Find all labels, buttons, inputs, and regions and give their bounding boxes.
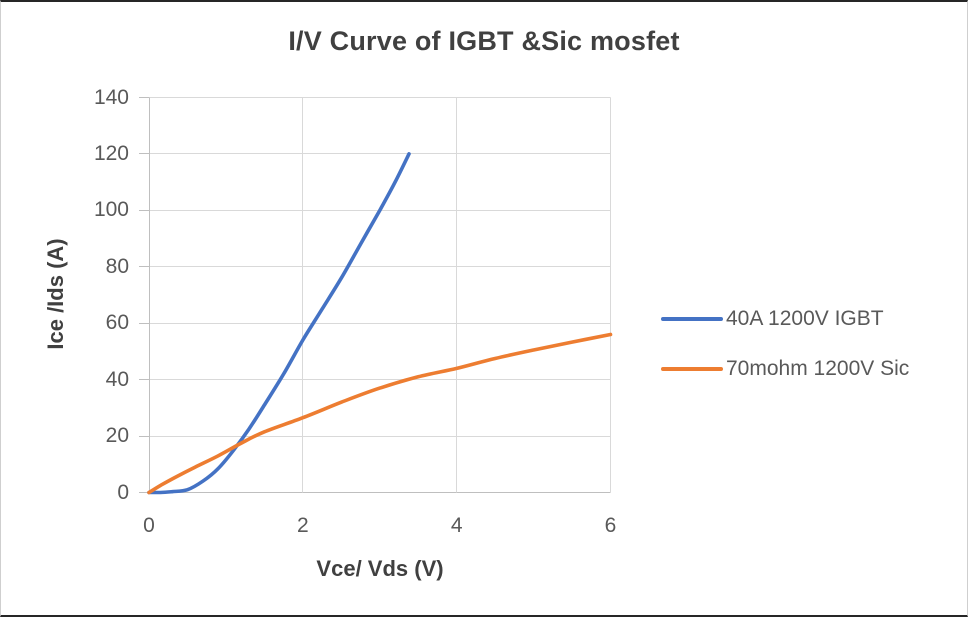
legend-line-swatch-sic xyxy=(661,367,723,371)
x-axis-title: Vce/ Vds (V) xyxy=(316,556,444,581)
x-axis-tick-label: 0 xyxy=(143,514,155,537)
y-axis-tick-label: 60 xyxy=(105,311,129,335)
y-axis-tick-label: 100 xyxy=(93,198,129,222)
legend-label-igbt: 40A 1200V IGBT xyxy=(726,307,884,330)
y-axis-tick-label: 80 xyxy=(105,254,129,278)
y-axis-tick-label: 20 xyxy=(105,424,129,448)
x-axis-tick-label: 6 xyxy=(604,514,617,537)
legend-entry-sic: 70mohm 1200V Sic xyxy=(661,356,909,382)
y-axis-tick-label: 0 xyxy=(117,480,129,504)
chart-title: I/V Curve of IGBT &Sic mosfet xyxy=(288,26,680,56)
x-axis-tick-label: 2 xyxy=(296,514,309,537)
series-line-igbt xyxy=(147,152,411,495)
series-line-sic xyxy=(147,332,613,495)
legend: 40A 1200V IGBT 70mohm 1200V Sic xyxy=(661,306,909,406)
x-axis-tick-label: 4 xyxy=(450,514,463,537)
legend-label-sic: 70mohm 1200V Sic xyxy=(726,357,910,380)
y-axis-tick-label: 40 xyxy=(105,367,129,391)
y-axis-tick-label: 140 xyxy=(93,85,129,109)
legend-line-swatch-igbt xyxy=(661,317,723,321)
legend-entry-igbt: 40A 1200V IGBT xyxy=(661,306,909,332)
y-axis-tick-label: 120 xyxy=(93,141,129,165)
